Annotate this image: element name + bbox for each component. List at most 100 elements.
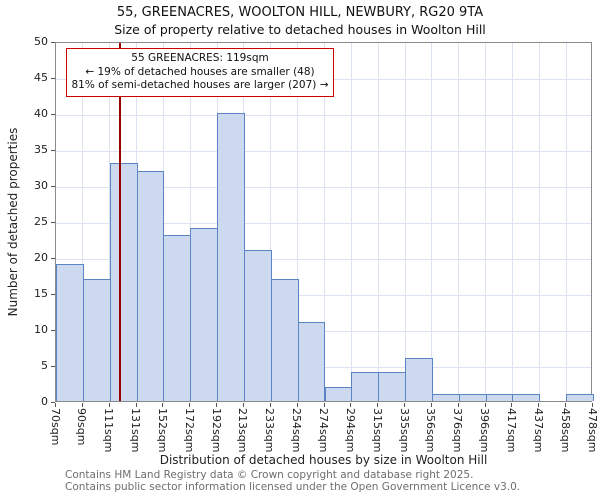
bar	[217, 113, 245, 401]
gridline	[458, 43, 460, 401]
gridline	[56, 186, 591, 188]
gridline	[82, 43, 84, 401]
gridline	[350, 43, 352, 401]
x-tick-label: 376sqm	[451, 408, 465, 453]
x-tick-mark	[269, 403, 271, 407]
x-tick-mark	[323, 403, 325, 407]
footer-line-1: Contains HM Land Registry data © Crown c…	[65, 469, 474, 481]
gridline	[431, 43, 433, 401]
y-tick-label: 50	[34, 35, 48, 48]
y-tick-mark	[51, 78, 55, 79]
y-tick-label: 15	[34, 287, 48, 300]
annotation-box: 55 GREENACRES: 119sqm ← 19% of detached …	[66, 48, 334, 97]
x-tick-mark	[81, 403, 83, 407]
y-tick-mark	[51, 42, 55, 43]
gridline	[511, 43, 513, 401]
x-tick-label: 233sqm	[263, 408, 277, 453]
x-tick-mark	[538, 403, 540, 407]
x-tick-label: 274sqm	[317, 408, 330, 453]
y-tick-label: 0	[41, 395, 48, 408]
bar	[190, 228, 219, 401]
x-tick-mark	[430, 403, 432, 407]
y-tick-label: 30	[34, 179, 48, 192]
x-tick-label: 172sqm	[182, 408, 196, 453]
x-tick-mark	[108, 403, 110, 407]
annotation-line-3: 81% of semi-detached houses are larger (…	[71, 79, 329, 91]
x-tick-label: 294sqm	[343, 408, 357, 453]
gridline	[297, 43, 299, 401]
gridline	[324, 43, 325, 401]
bar	[163, 235, 192, 401]
x-tick-mark	[350, 403, 352, 407]
gridline	[56, 294, 591, 296]
x-tick-label: 70sqm	[48, 408, 62, 446]
bar	[324, 386, 353, 401]
y-tick-mark	[51, 114, 55, 115]
x-axis-label: Distribution of detached houses by size …	[159, 453, 488, 467]
y-tick-label: 25	[34, 215, 48, 228]
bar	[109, 163, 138, 401]
x-tick-mark	[511, 403, 513, 407]
bar	[405, 357, 433, 401]
y-tick-mark	[51, 150, 55, 151]
bar	[56, 264, 84, 401]
bar	[458, 393, 487, 401]
gridline	[56, 114, 591, 116]
chart-title: 55, GREENACRES, WOOLTON HILL, NEWBURY, R…	[116, 5, 484, 20]
x-tick-mark	[162, 403, 164, 407]
x-tick-label: 335sqm	[397, 408, 411, 453]
bar	[351, 372, 380, 401]
y-tick-mark	[51, 402, 55, 403]
x-tick-label: 254sqm	[290, 408, 304, 453]
y-tick-label: 5	[41, 359, 48, 372]
x-tick-label: 213sqm	[236, 408, 250, 453]
annotation-line-2: ← 19% of detached houses are smaller (48…	[85, 65, 315, 78]
footer: Contains HM Land Registry data © Crown c…	[65, 469, 521, 493]
x-tick-mark	[189, 403, 191, 407]
y-tick-label: 20	[34, 251, 48, 264]
bar	[243, 249, 272, 401]
x-tick-mark	[592, 403, 593, 407]
x-tick-label: 152sqm	[155, 408, 169, 453]
gridline	[377, 43, 379, 401]
bar	[512, 393, 541, 401]
footer-line-2: Contains public sector information licen…	[65, 480, 521, 493]
x-tick-label: 458sqm	[558, 408, 572, 453]
gridline	[189, 43, 191, 401]
x-tick-label: 315sqm	[370, 408, 384, 453]
bar	[82, 278, 111, 401]
x-tick-label: 478sqm	[585, 408, 599, 453]
x-tick-mark	[296, 403, 298, 407]
y-tick-mark	[51, 186, 55, 187]
bar	[270, 278, 299, 401]
x-tick-mark	[457, 403, 459, 407]
bar	[566, 393, 594, 401]
x-tick-label: 417sqm	[504, 408, 518, 453]
x-tick-label: 192sqm	[209, 408, 223, 453]
property-size-marker-line	[119, 43, 122, 401]
bar	[136, 170, 165, 401]
y-tick-mark	[51, 222, 55, 223]
gridline	[485, 43, 487, 401]
gridline	[56, 222, 591, 224]
bar	[297, 321, 326, 401]
x-tick-mark	[404, 403, 406, 407]
x-tick-label: 131sqm	[129, 408, 143, 453]
chart-subtitle: Size of property relative to detached ho…	[114, 22, 486, 37]
y-tick-label: 10	[34, 323, 48, 336]
gridline	[270, 43, 272, 401]
x-tick-mark	[377, 403, 379, 407]
gridline	[56, 150, 591, 152]
x-tick-mark	[565, 403, 567, 407]
x-tick-label: 111sqm	[102, 408, 116, 453]
bar	[378, 372, 407, 401]
gridline	[56, 258, 591, 260]
y-tick-mark	[51, 330, 55, 331]
gridline	[538, 43, 540, 401]
x-tick-label: 396sqm	[478, 408, 492, 453]
x-tick-mark	[242, 403, 244, 407]
y-tick-mark	[51, 294, 55, 295]
x-tick-mark	[135, 403, 137, 407]
x-tick-mark	[216, 403, 218, 407]
